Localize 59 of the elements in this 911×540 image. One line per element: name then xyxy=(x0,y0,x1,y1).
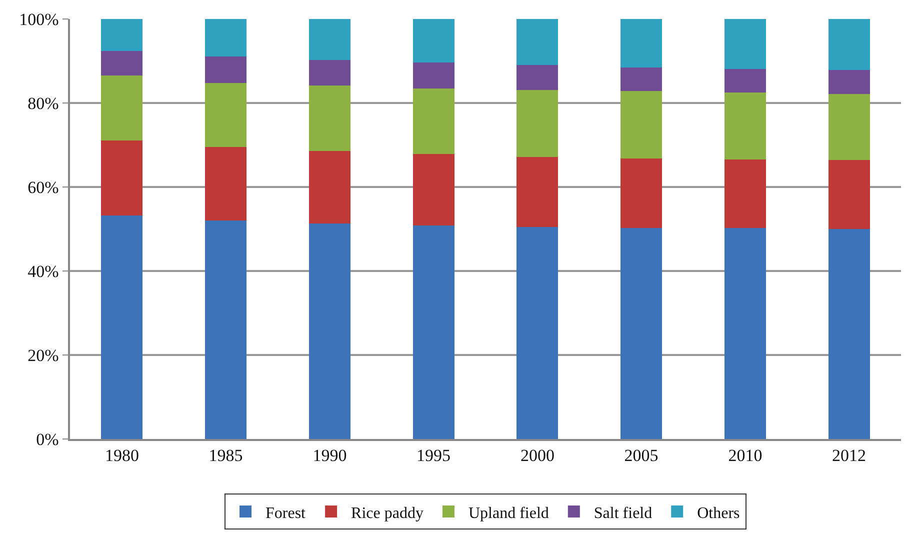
bar xyxy=(516,156,558,227)
y-tick-label: 80% xyxy=(28,94,59,113)
bar xyxy=(516,226,558,439)
y-tick-label: 20% xyxy=(28,346,59,365)
bar xyxy=(205,19,247,56)
x-tick-label: 2010 xyxy=(728,446,762,466)
x-tick-label: 2000 xyxy=(520,446,554,466)
bar xyxy=(308,60,350,86)
bar xyxy=(516,90,558,157)
bar xyxy=(724,68,766,92)
bar xyxy=(412,19,454,62)
bar xyxy=(828,94,870,160)
bar xyxy=(101,216,143,439)
bar xyxy=(412,62,454,88)
x-tick-label: 1990 xyxy=(312,446,347,466)
x-tick-label: 2012 xyxy=(832,446,866,466)
bar xyxy=(308,224,350,439)
bar xyxy=(724,228,766,439)
bar xyxy=(101,50,143,76)
legend-label: Others xyxy=(697,504,740,522)
x-tick-label: 1985 xyxy=(208,446,243,466)
bar xyxy=(724,19,766,69)
x-tick-label: 2005 xyxy=(624,446,658,466)
bar xyxy=(101,140,143,216)
bar xyxy=(412,154,454,226)
y-tick-label: 100% xyxy=(19,10,59,29)
legend-label: Upland field xyxy=(468,504,549,522)
y-tick-label: 40% xyxy=(28,262,59,281)
bar xyxy=(205,56,247,83)
bar xyxy=(516,19,558,65)
bar xyxy=(205,147,247,221)
bar xyxy=(205,82,247,148)
bar xyxy=(620,67,662,92)
bar xyxy=(412,226,454,439)
bar xyxy=(308,150,350,224)
bar xyxy=(308,85,350,151)
x-tick-label: 1980 xyxy=(104,446,139,466)
bar xyxy=(724,160,766,228)
bar xyxy=(412,88,454,154)
bar xyxy=(205,220,247,439)
bar xyxy=(828,70,870,94)
legend-label: Forest xyxy=(266,504,306,522)
bar xyxy=(101,75,143,140)
y-tick-label: 60% xyxy=(28,178,59,197)
bar xyxy=(620,158,662,228)
bar xyxy=(828,19,870,70)
bar xyxy=(620,228,662,439)
bar xyxy=(101,19,143,51)
legend-label: Salt field xyxy=(594,504,652,522)
bar xyxy=(828,229,870,439)
bar xyxy=(620,91,662,158)
bar xyxy=(828,160,870,229)
bar xyxy=(620,19,662,68)
bar xyxy=(724,92,766,160)
legend-label: Rice paddy xyxy=(351,504,424,522)
y-tick-label: 0% xyxy=(36,430,59,449)
bar xyxy=(308,19,350,60)
bar xyxy=(516,64,558,90)
x-tick-label: 1995 xyxy=(416,446,451,466)
